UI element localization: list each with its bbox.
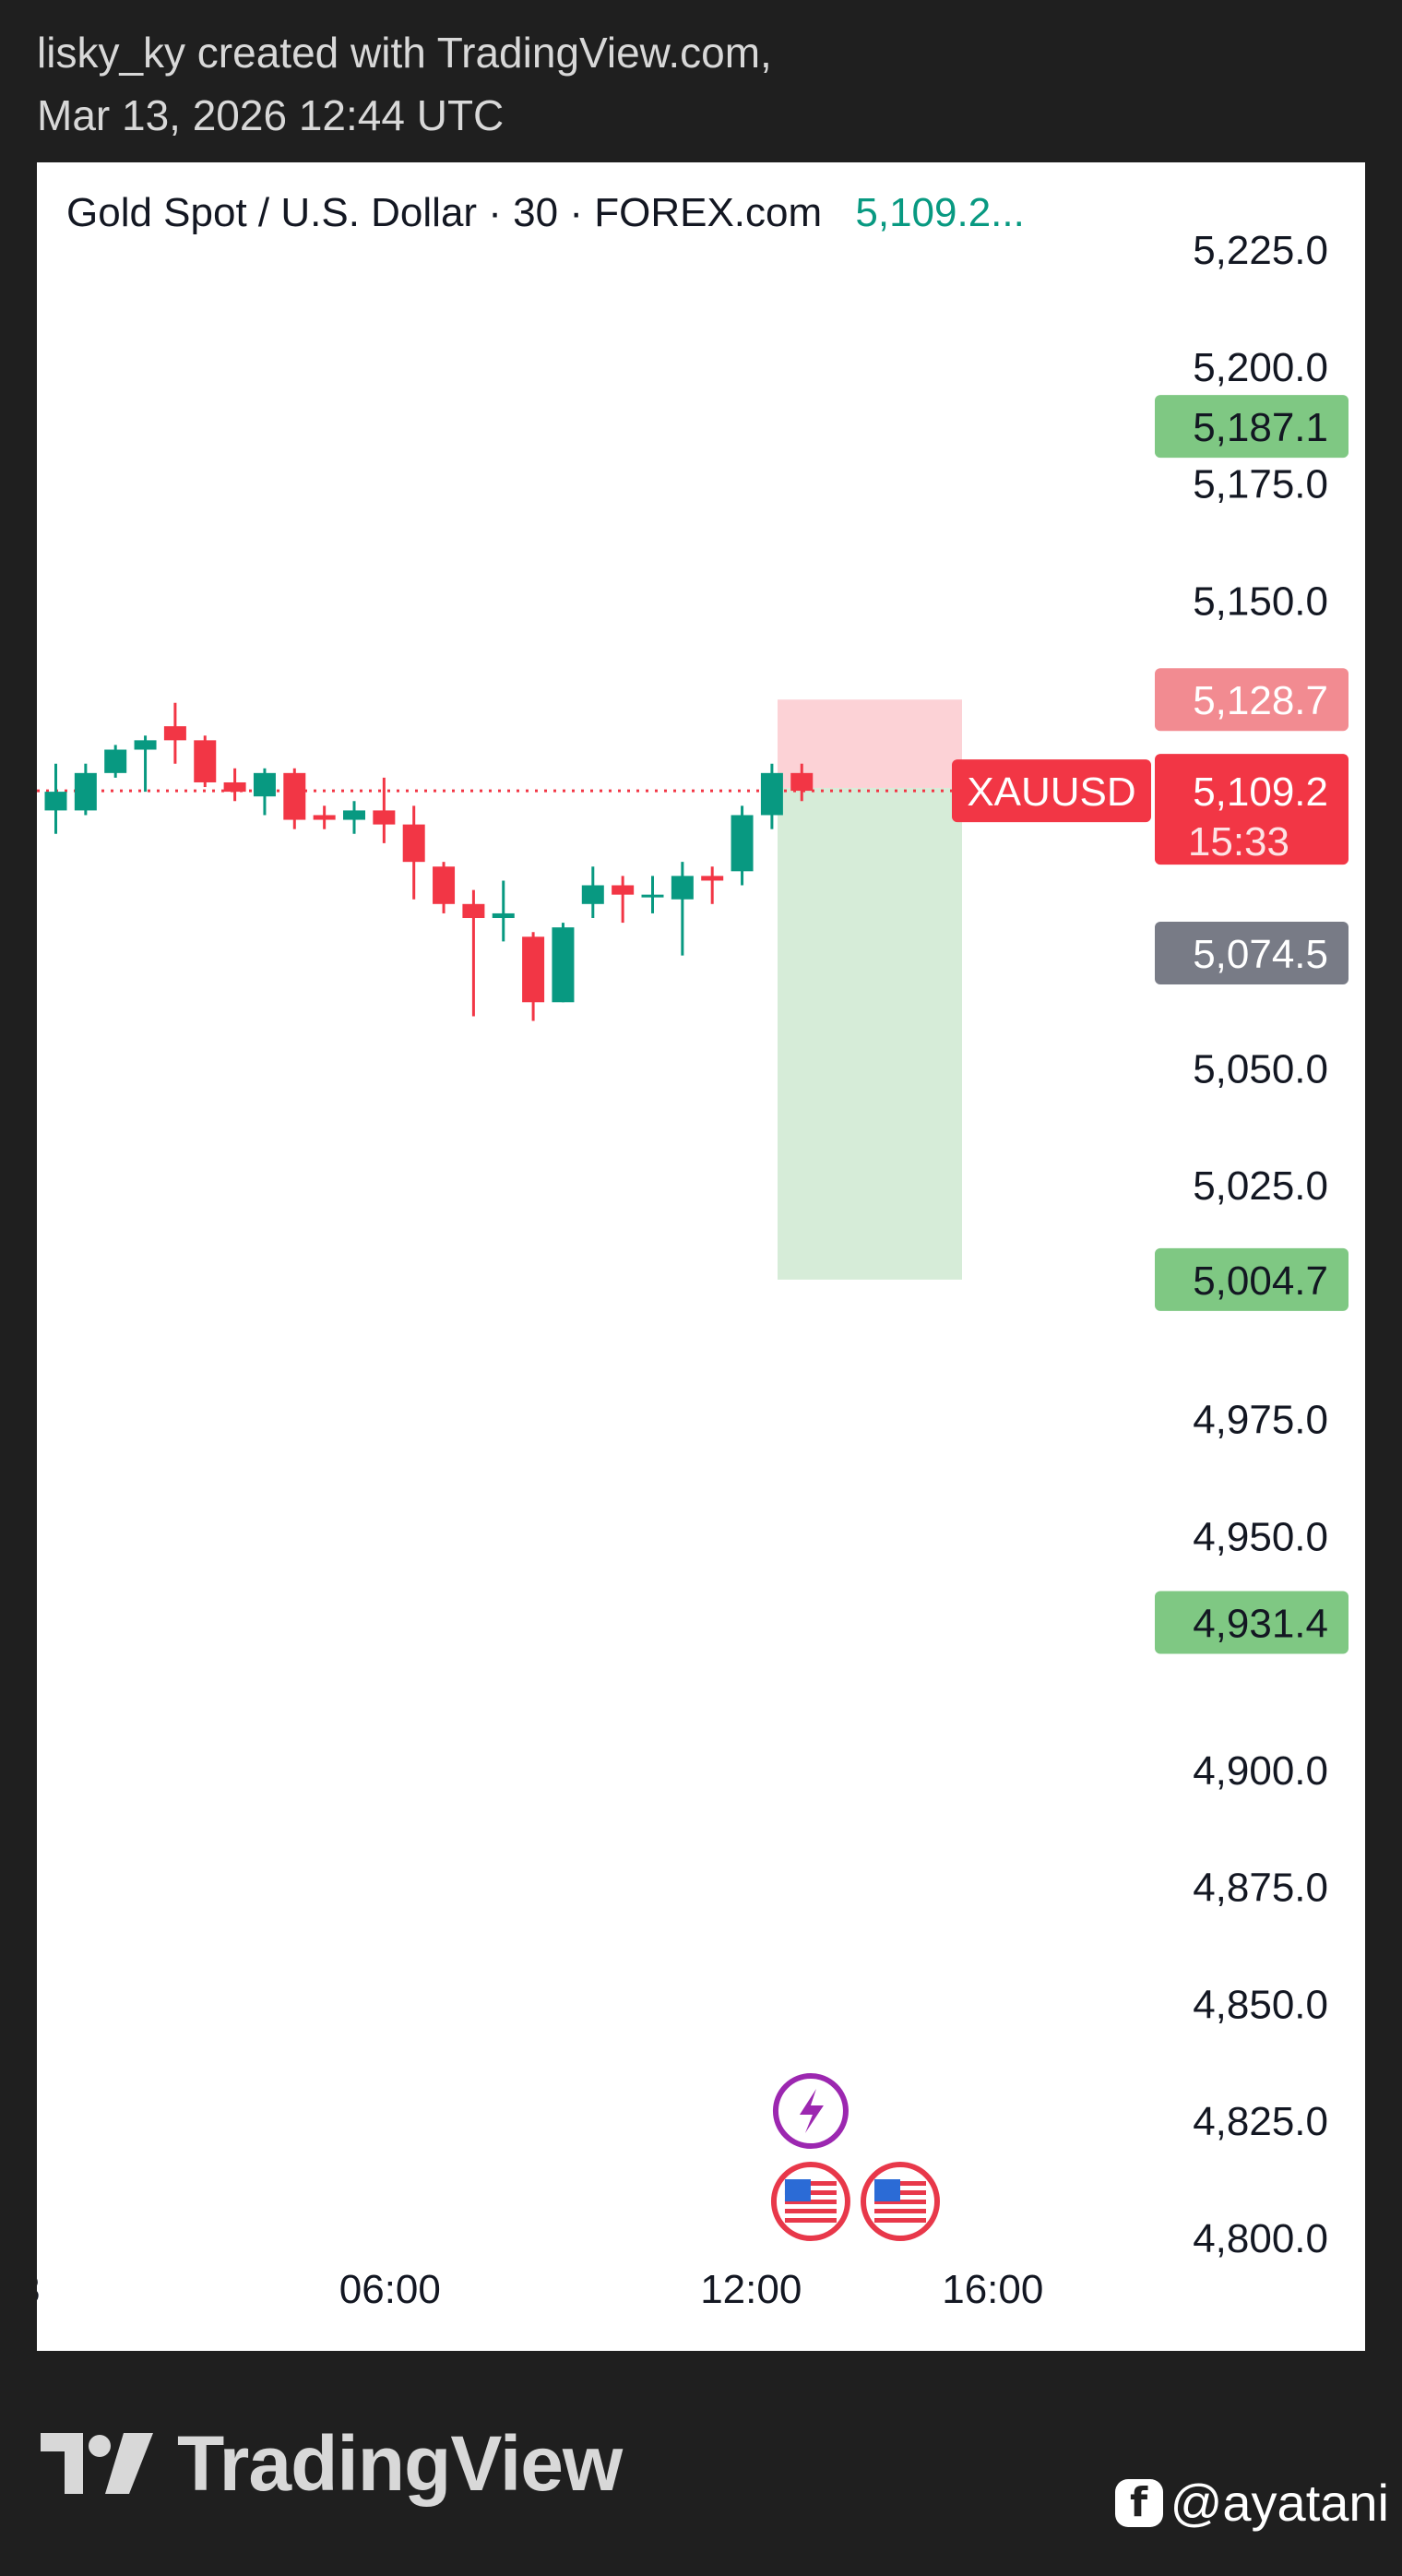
price-scale-label	[1155, 922, 1349, 985]
x-axis-tick-label: 12:00	[700, 2267, 802, 2312]
y-axis-tick-label: 4,825.0	[1193, 2099, 1328, 2144]
flag-stripe	[874, 2218, 927, 2223]
candle-body	[134, 740, 157, 750]
price-scale-label	[1155, 395, 1349, 459]
price-scale-label	[1155, 1247, 1349, 1311]
y-axis-tick-label: 4,950.0	[1193, 1514, 1328, 1559]
legend-last-price: 5,109.2...	[855, 190, 1025, 235]
symbol-legend: Gold Spot / U.S. Dollar · 30 · FOREX.com…	[66, 190, 1025, 236]
y-axis-tick-label: 5,200.0	[1193, 345, 1328, 390]
flag-stripe	[784, 2209, 837, 2213]
bar-countdown: 15:33	[1188, 819, 1289, 865]
candle-body	[492, 912, 515, 919]
brand-name: TradingView	[177, 2419, 623, 2507]
y-axis-tick-label: 4,875.0	[1193, 1866, 1328, 1911]
candle-body	[402, 824, 425, 863]
candle-body	[343, 810, 365, 820]
current-price-value: 5,109.2	[1193, 769, 1328, 815]
y-axis-tick-label: 4,800.0	[1193, 2216, 1328, 2261]
flag-stripe	[784, 2200, 837, 2204]
y-axis-tick-label: 4,900.0	[1193, 1748, 1328, 1794]
snapshot-timestamp: Mar 13, 2026 12:44 UTC	[37, 91, 505, 139]
tradingview-logo: TradingView	[41, 2420, 623, 2507]
candle-body	[581, 885, 604, 904]
flag-stripe	[874, 2200, 927, 2204]
chart-panel[interactable]: 5,225.0 5,200.0 5,175.0 5,150.0 5,050.0 5,025…	[37, 162, 1365, 2351]
symbol-tag	[952, 759, 1151, 823]
current-price-label	[1155, 754, 1349, 865]
price-scale-label	[1155, 668, 1349, 732]
x-axis-tick-label: 3	[37, 2267, 41, 2312]
flag-canton	[874, 2179, 901, 2201]
y-axis-tick-label: 4,975.0	[1193, 1398, 1328, 1443]
price-scale-label-text: 4,931.4	[1193, 1602, 1328, 1647]
candle-body	[313, 815, 336, 820]
price-scale-label-text: 5,128.7	[1193, 678, 1328, 723]
candle-body	[283, 772, 306, 820]
x-axis-tick-label: 06:00	[339, 2267, 441, 2312]
price-scale-label	[1155, 1591, 1349, 1654]
y-axis-tick-label: 4,850.0	[1193, 1982, 1328, 2027]
candle-body	[373, 810, 396, 825]
flag-stripe	[874, 2209, 927, 2213]
price-scale-label-text: 5,074.5	[1193, 932, 1328, 977]
price-scale-label-text: 5,004.7	[1193, 1258, 1328, 1304]
legend-title: Gold Spot / U.S. Dollar · 30 · FOREX.com	[66, 190, 823, 235]
candle-body	[223, 781, 246, 793]
author-line: lisky_ky created with TradingView.com,	[37, 29, 772, 77]
candle-body	[701, 876, 724, 881]
x-axis-tick-label: 16:00	[942, 2267, 1043, 2312]
take-profit-zone	[778, 788, 962, 1280]
symbol-tag-text: XAUUSD	[967, 769, 1135, 815]
candle-body	[552, 927, 575, 1003]
candle-body	[462, 903, 485, 919]
price-scale-label-text: 5,187.1	[1193, 405, 1328, 450]
lightning-bolt	[799, 2089, 824, 2133]
flag-canton	[784, 2179, 811, 2201]
candle-body	[612, 885, 635, 895]
candle-body	[433, 866, 456, 904]
y-axis-tick-label: 5,225.0	[1193, 228, 1328, 273]
candle-body	[74, 772, 97, 811]
y-axis-tick-label: 5,050.0	[1193, 1046, 1328, 1091]
y-axis-tick-label: 5,175.0	[1193, 462, 1328, 507]
author-handle: f @ayatani	[1114, 2473, 1389, 2533]
candle-body	[731, 815, 754, 872]
y-axis-tick-label: 5,025.0	[1193, 1163, 1328, 1209]
candle-body	[522, 936, 545, 1003]
flag-stripe	[784, 2218, 837, 2223]
candle-body	[104, 749, 127, 773]
candle-body	[163, 726, 186, 741]
candle-body	[194, 740, 217, 782]
candle-body	[671, 876, 694, 900]
tradingview-mark-icon	[41, 2433, 153, 2494]
facebook-icon: f	[1114, 2478, 1163, 2527]
candle-body	[641, 894, 664, 898]
candle-body	[44, 792, 67, 811]
candlestick-chart[interactable]: 5,225.0 5,200.0 5,175.0 5,150.0 5,050.0 5,025…	[37, 162, 1365, 2351]
candle-body	[790, 772, 814, 792]
candle-body	[760, 772, 783, 816]
candle-body	[253, 772, 276, 797]
y-axis-tick-label: 5,150.0	[1193, 578, 1328, 624]
handle-text: @ayatani	[1170, 2474, 1389, 2532]
